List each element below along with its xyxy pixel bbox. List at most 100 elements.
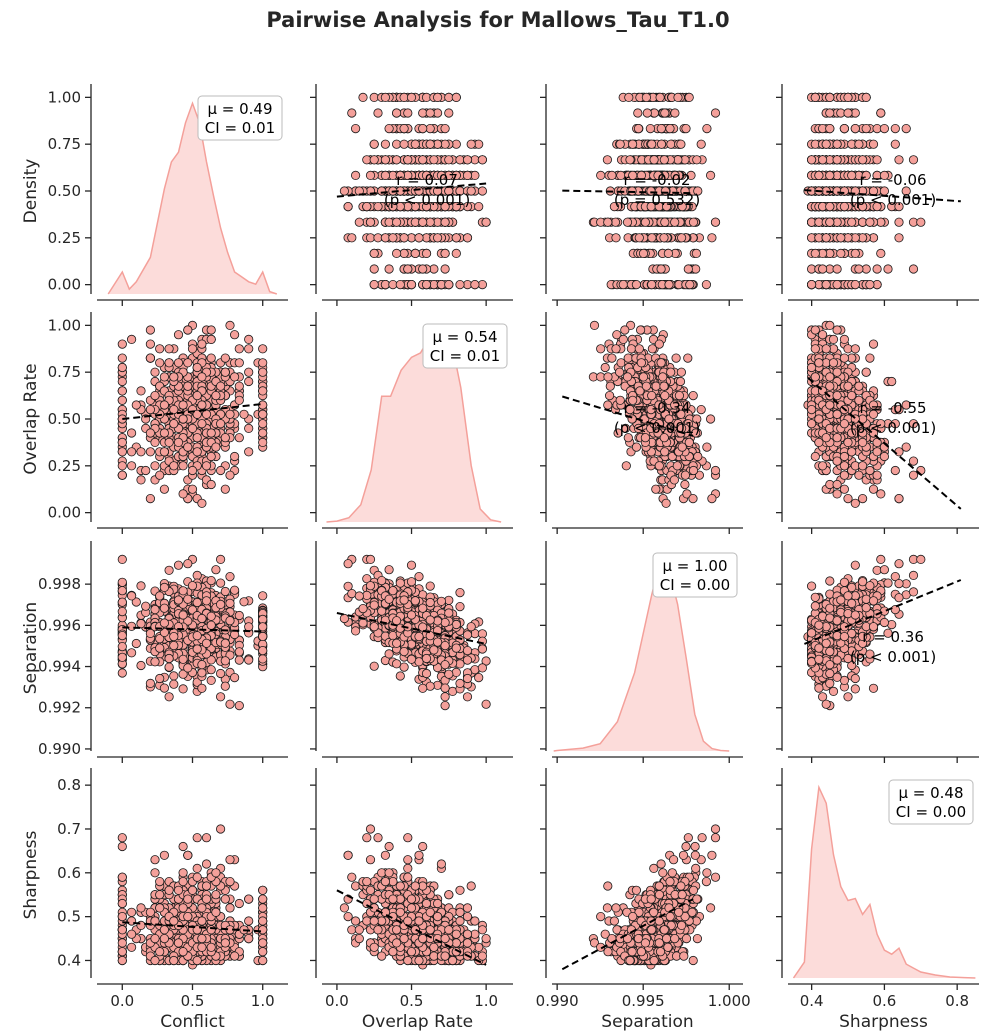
scatter-point bbox=[839, 419, 850, 429]
scatter-point bbox=[640, 217, 651, 227]
scatter-point bbox=[825, 124, 835, 134]
scatter-point bbox=[638, 372, 649, 382]
scatter-point bbox=[369, 279, 379, 290]
panel-r0-c3: r = -0.06(p < 0.001) bbox=[776, 84, 979, 306]
scatter-point bbox=[810, 325, 820, 335]
scatter-point bbox=[622, 217, 633, 227]
scatter-point bbox=[192, 433, 202, 443]
scatter-point bbox=[604, 390, 615, 401]
scatter-point bbox=[825, 217, 835, 227]
scatter-point bbox=[647, 279, 657, 290]
scatter-point bbox=[649, 155, 659, 165]
scatter-point bbox=[164, 565, 174, 575]
scatter-point bbox=[611, 344, 621, 354]
scatter-point bbox=[676, 139, 686, 149]
y-tick-label: 0.75 bbox=[48, 135, 81, 153]
scatter-point bbox=[631, 442, 642, 452]
scatter-point bbox=[656, 264, 666, 274]
scatter-point bbox=[661, 498, 671, 508]
scatter-point bbox=[625, 155, 635, 165]
scatter-point bbox=[391, 217, 402, 227]
scatter-point bbox=[659, 381, 669, 391]
scatter-point bbox=[850, 279, 860, 290]
scatter-point bbox=[825, 108, 835, 118]
scatter-point bbox=[854, 381, 864, 391]
scatter-point bbox=[677, 442, 687, 452]
scatter-point bbox=[620, 325, 630, 335]
scatter-point bbox=[169, 404, 179, 415]
scatter-point bbox=[894, 493, 904, 504]
scatter-point bbox=[141, 465, 151, 476]
scatter-point bbox=[627, 139, 638, 149]
scatter-point bbox=[391, 248, 402, 258]
scatter-point bbox=[474, 202, 484, 212]
scatter-point bbox=[692, 155, 702, 165]
scatter-point bbox=[839, 124, 850, 134]
scatter-point bbox=[607, 353, 617, 363]
scatter-point bbox=[850, 344, 860, 354]
scatter-point bbox=[225, 470, 235, 480]
scatter-point bbox=[150, 461, 160, 471]
scatter-point bbox=[908, 264, 919, 274]
scatter-point bbox=[159, 372, 169, 382]
scatter-point bbox=[216, 465, 226, 476]
scatter-point bbox=[206, 353, 216, 363]
scatter-point bbox=[410, 139, 420, 149]
scatter-point bbox=[164, 344, 174, 354]
scatter-point bbox=[894, 155, 904, 165]
scatter-point bbox=[440, 248, 450, 258]
scatter-point bbox=[192, 644, 202, 654]
scatter-point bbox=[656, 124, 666, 134]
stats-ci: CI = 0.01 bbox=[205, 119, 275, 137]
scatter-point bbox=[839, 484, 850, 494]
scatter-point bbox=[603, 372, 613, 382]
scatter-point bbox=[850, 248, 860, 258]
scatter-point bbox=[234, 381, 244, 391]
scatter-point bbox=[220, 681, 230, 691]
scatter-point bbox=[634, 344, 644, 354]
scatter-point bbox=[676, 233, 687, 243]
scatter-point bbox=[117, 470, 127, 480]
scatter-point bbox=[872, 264, 882, 274]
scatter-point bbox=[671, 353, 681, 363]
scatter-point bbox=[707, 493, 717, 504]
scatter-point bbox=[839, 186, 850, 196]
scatter-point bbox=[234, 358, 244, 368]
scatter-point bbox=[814, 414, 824, 424]
scatter-point bbox=[244, 376, 254, 387]
y-tick-label: 0.50 bbox=[48, 182, 81, 200]
scatter-point bbox=[666, 367, 676, 377]
scatter-point bbox=[141, 601, 151, 611]
scatter-point bbox=[614, 367, 625, 377]
scatter-point bbox=[691, 248, 702, 258]
scatter-point bbox=[197, 419, 207, 429]
scatter-point bbox=[230, 330, 240, 340]
scatter-point bbox=[675, 376, 686, 387]
scatter-point bbox=[832, 433, 842, 443]
scatter-point bbox=[810, 248, 820, 258]
scatter-point bbox=[234, 700, 244, 711]
scatter-point bbox=[225, 598, 235, 608]
scatter-point bbox=[234, 647, 244, 657]
scatter-point bbox=[155, 470, 165, 480]
scatter-point bbox=[683, 353, 693, 363]
scatter-point bbox=[244, 334, 254, 344]
scatter-point bbox=[150, 390, 160, 401]
scatter-point bbox=[865, 217, 875, 227]
scatter-point bbox=[418, 124, 428, 134]
scatter-point bbox=[821, 279, 831, 290]
scatter-point bbox=[814, 358, 824, 368]
scatter-point bbox=[164, 358, 174, 368]
scatter-point bbox=[183, 559, 193, 569]
scatter-point bbox=[239, 409, 249, 419]
scatter-point bbox=[391, 155, 402, 165]
scatter-point bbox=[117, 447, 127, 457]
scatter-point bbox=[876, 489, 886, 499]
scatter-point bbox=[814, 437, 824, 447]
scatter-point bbox=[136, 386, 146, 396]
scatter-point bbox=[145, 404, 155, 415]
scatter-point bbox=[669, 475, 680, 485]
scatter-point bbox=[825, 372, 835, 382]
scatter-point bbox=[470, 279, 480, 290]
